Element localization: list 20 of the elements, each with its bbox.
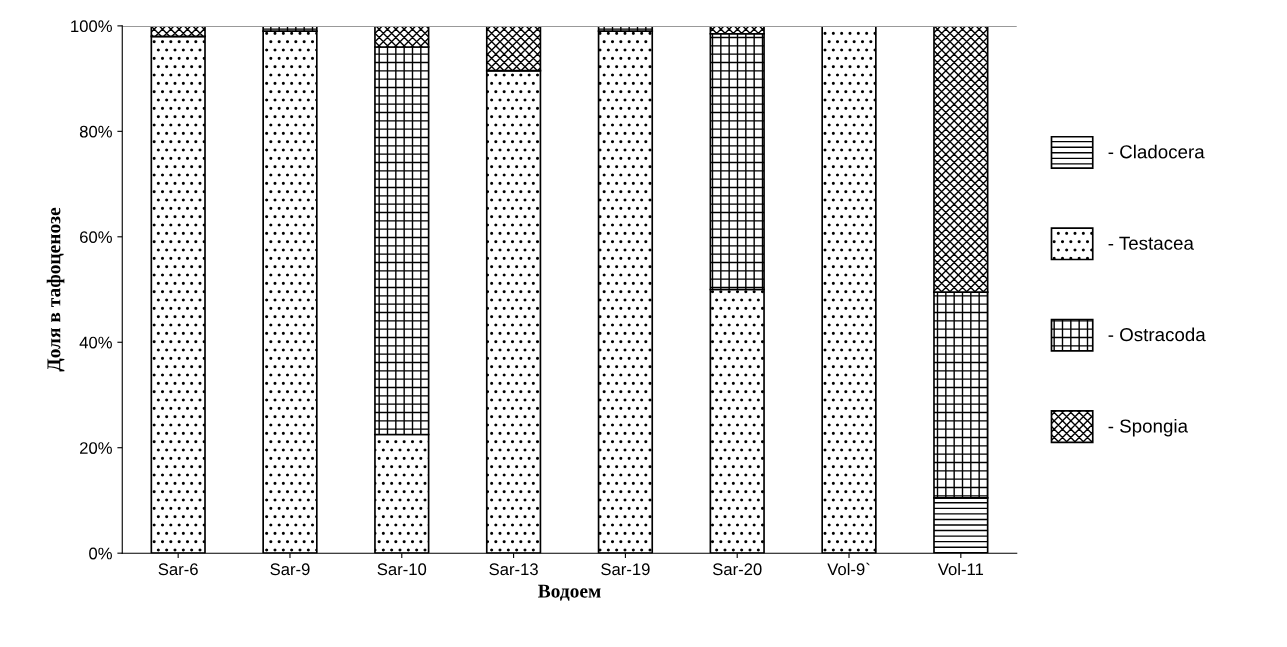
y-tick-label: 60% [80, 231, 112, 244]
x-tick-label: Sar-10 [377, 563, 427, 576]
x-tick-label: Sar-13 [489, 563, 538, 576]
x-tick-label: Sar-20 [712, 563, 762, 576]
y-axis-title: Доля в тафоценозе [46, 207, 65, 372]
x-axis-title: Водоем [538, 584, 601, 601]
x-tick-label: Vol-11 [937, 562, 984, 576]
y-tick-label: 40% [79, 336, 112, 349]
y-tick-label: 80% [79, 125, 112, 138]
x-tick-label: Sar-6 [158, 563, 198, 576]
x-tick-label: Sar-19 [601, 563, 650, 576]
x-tick-label: Sar-9 [270, 563, 310, 576]
legend-label: - Cladocera [1108, 144, 1205, 159]
y-tick-label: 100% [71, 20, 112, 33]
y-tick-label: 0% [89, 547, 112, 560]
legend-label: - Testacea [1108, 236, 1194, 250]
x-tick-label: Vol-9` [827, 562, 870, 576]
legend-label: - Ostracoda [1108, 327, 1206, 342]
y-tick-label: 20% [80, 442, 112, 454]
legend-label: - Spongia [1108, 418, 1189, 437]
